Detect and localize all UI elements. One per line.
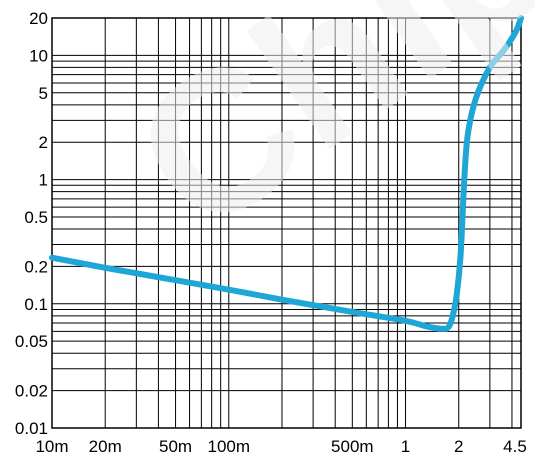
series-layer xyxy=(49,15,524,332)
x-tick-label: 2 xyxy=(454,437,463,456)
y-tick-label: 0.05 xyxy=(15,332,48,351)
y-tick-label: 2 xyxy=(39,133,48,152)
x-tick-label: 500m xyxy=(331,437,374,456)
y-tick-label: 20 xyxy=(29,9,48,28)
x-tick-label: 20m xyxy=(89,437,122,456)
x-tick-label: 10m xyxy=(35,437,68,456)
x-tick-label: 1 xyxy=(401,437,410,456)
y-tick-label: 0.01 xyxy=(15,419,48,438)
y-tick-label: 0.02 xyxy=(15,382,48,401)
x-tick-label: 100m xyxy=(208,437,251,456)
series-line xyxy=(49,15,524,332)
y-tick-label: 1 xyxy=(39,171,48,190)
y-tick-label: 10 xyxy=(29,46,48,65)
x-tick-label: 4.5 xyxy=(503,437,527,456)
y-tick-label: 0.1 xyxy=(24,295,48,314)
y-tick-label: 5 xyxy=(39,84,48,103)
y-tick-label: 0.5 xyxy=(24,208,48,227)
y-tick-label: 0.2 xyxy=(24,257,48,276)
x-axis-tick-labels: 10m 20m 50m 100m 500m 1 2 4.5 xyxy=(35,437,526,456)
x-tick-label: 50m xyxy=(159,437,192,456)
plot-frame xyxy=(51,17,522,429)
y-axis-tick-labels: 20 10 5 2 1 0.5 0.2 0.1 0.05 0.02 0.01 xyxy=(15,9,48,438)
grid xyxy=(51,17,522,429)
